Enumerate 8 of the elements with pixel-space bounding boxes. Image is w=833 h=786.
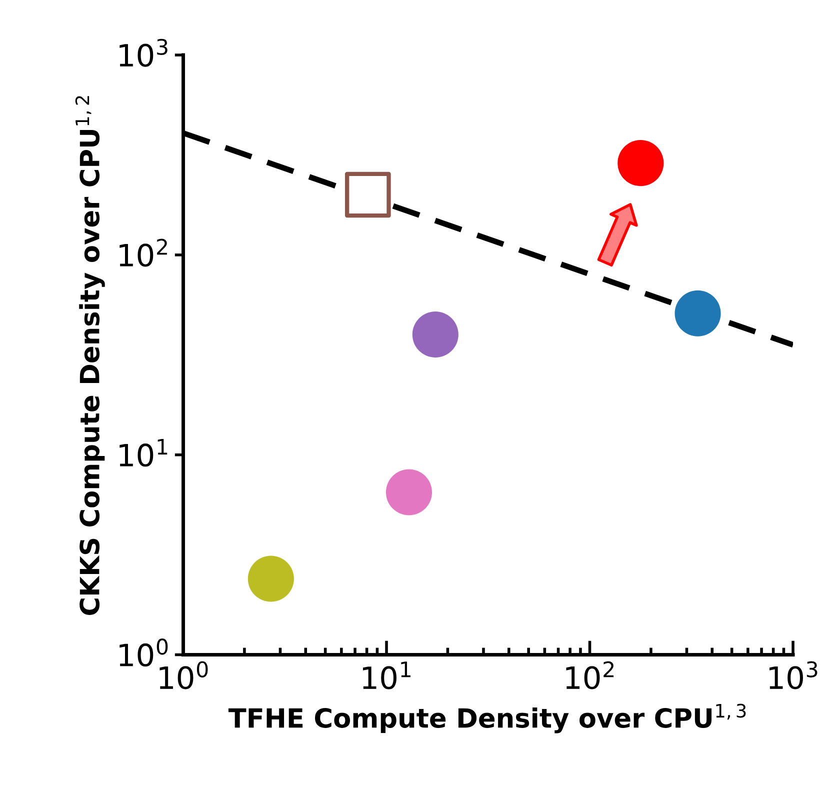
y-axis-title: CKKS Compute Density over CPU$^{1,2}$ xyxy=(75,96,105,615)
y-tick-label: 10$^{3}$ xyxy=(120,38,168,67)
x-axis-title: TFHE Compute Density over CPU$^{1,3}$ xyxy=(228,704,746,734)
y-tick-label: 10$^{2}$ xyxy=(120,238,167,267)
x-tick-label: 10$^{2}$ xyxy=(566,661,614,690)
y-tick-label: 10$^{1}$ xyxy=(120,438,168,467)
x-tick-label: 10$^{1}$ xyxy=(362,662,410,690)
x-tick-label: 10$^{3}$ xyxy=(769,661,818,690)
